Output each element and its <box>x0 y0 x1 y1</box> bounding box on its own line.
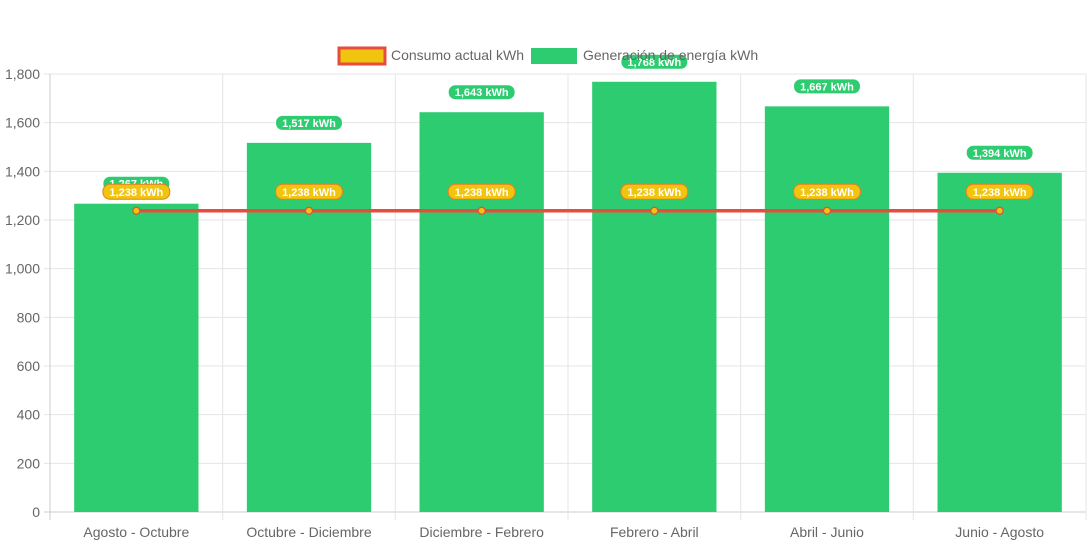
generation-bar[interactable] <box>74 203 199 513</box>
legend-label-generation: Generación de energía kWh <box>583 47 758 63</box>
consumption-data-label-bg <box>620 183 689 200</box>
consumption-data-label-bg <box>447 183 516 200</box>
x-axis: Agosto - Octubre Octubre - Diciembre Dicie… <box>83 524 1044 540</box>
generation-bar[interactable] <box>419 112 544 512</box>
consumption-data-label: 1,238 kWh <box>455 187 509 199</box>
generation-data-label-bg <box>793 78 861 95</box>
legend-swatch-generation <box>531 48 577 64</box>
generation-data-label: 1,394 kWh <box>973 148 1027 160</box>
y-tick-label: 1,200 <box>5 212 40 228</box>
x-tick-label: Abril - Junio <box>790 524 864 540</box>
y-tick-label: 1,600 <box>5 115 40 131</box>
generation-bars <box>74 81 1062 513</box>
x-tick-label: Diciembre - Febrero <box>419 524 544 540</box>
y-tick-label: 200 <box>17 455 41 471</box>
y-tick-label: 1,800 <box>5 66 40 82</box>
legend-swatch-consumption <box>337 46 387 66</box>
x-tick-label: Febrero - Abril <box>610 524 699 540</box>
generation-data-label-bg <box>447 84 516 101</box>
y-tick-label: 800 <box>17 309 41 325</box>
x-tick-label: Agosto - Octubre <box>83 524 189 540</box>
y-tick-label: 0 <box>32 504 40 520</box>
y-axis: 0 200 400 600 800 1,000 1,200 1,400 1,600 1,800 <box>5 66 40 520</box>
consumption-data-label-bg <box>275 183 343 200</box>
generation-data-label-bg <box>620 53 689 70</box>
y-tick-label: 600 <box>17 358 41 374</box>
legend-item-consumption[interactable]: Consumo actual kWh <box>337 46 524 66</box>
legend[interactable]: Consumo actual kWh Generación de energía… <box>337 46 758 66</box>
generation-data-label: 1,517 kWh <box>282 118 336 130</box>
consumption-data-label-bg <box>102 183 171 200</box>
consumption-data-label: 1,238 kWh <box>973 187 1027 199</box>
generation-data-label: 1,643 kWh <box>455 87 509 99</box>
consumption-data-label-bg <box>793 183 861 200</box>
consumption-point[interactable] <box>304 206 314 215</box>
consumption-point[interactable] <box>132 206 141 215</box>
legend-label-consumption: Consumo actual kWh <box>391 47 524 63</box>
consumption-point[interactable] <box>995 206 1004 215</box>
consumption-data-label-bg <box>965 183 1034 200</box>
generation-data-label: 1,768 kWh <box>627 57 681 69</box>
consumption-point[interactable] <box>650 206 659 215</box>
generation-data-label-bg <box>275 114 343 131</box>
y-tick-label: 400 <box>17 407 41 423</box>
generation-data-label: 1,667 kWh <box>800 81 854 93</box>
consumption-data-label: 1,238 kWh <box>282 187 336 199</box>
generation-bar[interactable] <box>764 106 890 512</box>
consumption-data-label: 1,238 kWh <box>109 187 163 199</box>
generation-bar[interactable] <box>937 172 1062 512</box>
consumption-data-label: 1,238 kWh <box>800 187 854 199</box>
y-tick-label: 1,000 <box>5 261 40 277</box>
consumption-line <box>132 206 1004 215</box>
generation-bar[interactable] <box>592 81 717 512</box>
consumption-point[interactable] <box>477 206 486 215</box>
legend-item-generation[interactable]: Generación de energía kWh <box>531 47 758 64</box>
consumption-data-label: 1,238 kWh <box>627 187 681 199</box>
consumption-point[interactable] <box>822 206 832 215</box>
x-tick-label: Junio - Agosto <box>955 524 1044 540</box>
grid-lines <box>44 73 1087 520</box>
generation-data-label-bg <box>965 144 1034 161</box>
generation-bar[interactable] <box>246 142 372 512</box>
x-tick-label: Octubre - Diciembre <box>246 524 371 540</box>
y-tick-label: 1,400 <box>5 163 40 179</box>
